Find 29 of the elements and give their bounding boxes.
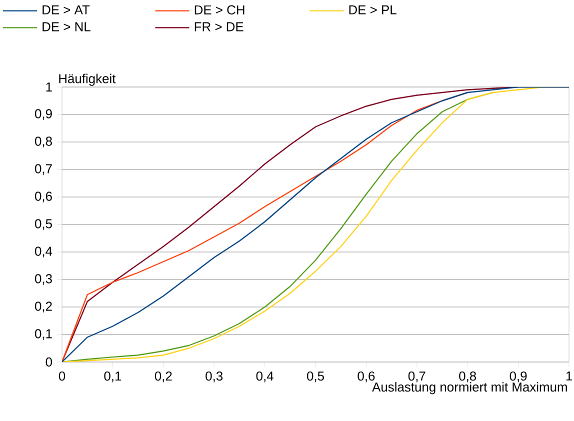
y-tick-label: 1 <box>46 82 52 92</box>
y-tick-label: 0,2 <box>34 302 52 312</box>
legend-label: DE > CH <box>194 5 244 14</box>
x-tick-label: 0,8 <box>459 371 476 382</box>
y-tick-label: 0,8 <box>34 136 52 148</box>
legend-label: DE > AT <box>42 5 90 14</box>
y-tick-label: 0,7 <box>34 164 52 175</box>
y-tick-label: 0,5 <box>34 219 52 230</box>
x-tick-label: 0,3 <box>206 371 223 382</box>
legend-label: DE > NL <box>42 22 90 32</box>
x-axis-title: Auslastung normiert mit Maximum <box>372 382 567 394</box>
y-tick-label: 0,3 <box>34 274 52 285</box>
legend-label: FR > DE <box>194 22 244 32</box>
x-tick-label: 0,7 <box>408 371 426 382</box>
x-tick-label: 0,2 <box>154 371 172 382</box>
y-tick-label: 0,4 <box>34 246 52 258</box>
y-axis-title: Häufigkeit <box>59 74 116 86</box>
x-tick-label: 0,5 <box>307 371 324 382</box>
y-tick-label: 0,6 <box>34 192 52 202</box>
x-tick-label: 0,4 <box>256 371 274 382</box>
x-tick-label: 0 <box>58 371 66 381</box>
x-tick-label: 0,1 <box>104 371 122 382</box>
y-tick-label: 0 <box>46 357 52 367</box>
y-tick-label: 0,9 <box>34 109 52 120</box>
y-tick-label: 0,1 <box>34 329 52 340</box>
x-tick-label: 0,6 <box>358 371 375 382</box>
x-tick-label: 1 <box>566 372 572 380</box>
legend-label: DE > PL <box>349 5 396 14</box>
x-tick-label: 0,9 <box>510 371 527 382</box>
